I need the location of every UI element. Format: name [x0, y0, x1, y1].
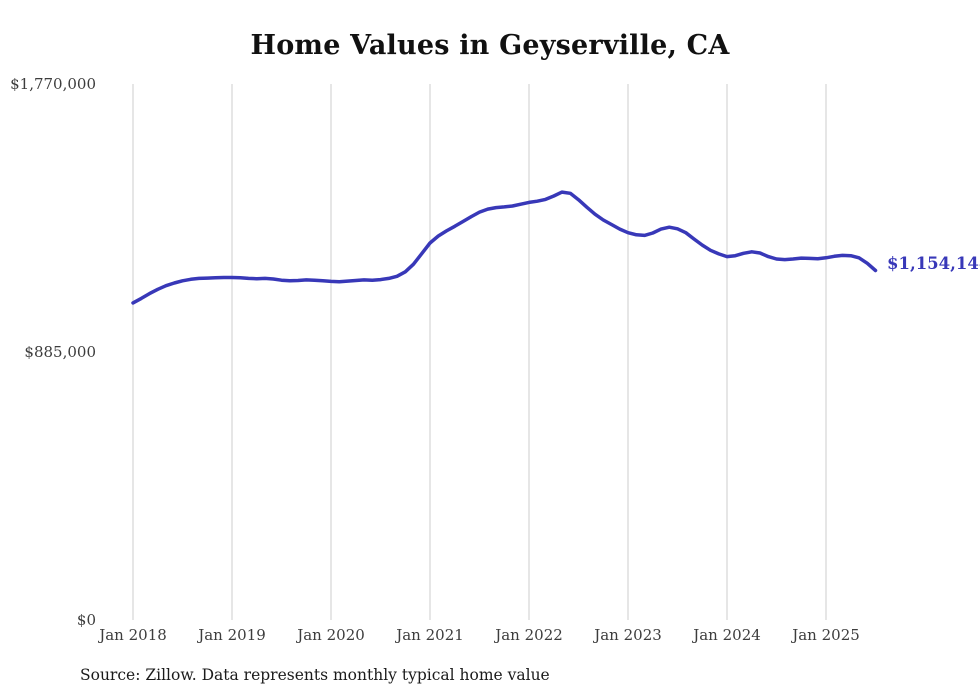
x-tick-label: Jan 2021	[394, 626, 464, 644]
x-tick-label: Jan 2023	[592, 626, 662, 644]
y-tick-label: $0	[77, 611, 96, 629]
x-tick-label: Jan 2018	[97, 626, 167, 644]
x-tick-label: Jan 2024	[691, 626, 761, 644]
source-note: Source: Zillow. Data represents monthly …	[80, 666, 550, 684]
x-tick-label: Jan 2022	[493, 626, 563, 644]
latest-value-label: $1,154,148	[887, 254, 980, 273]
chart-title: Home Values in Geyserville, CA	[250, 30, 730, 61]
x-tick-label: Jan 2025	[790, 626, 860, 644]
y-tick-label: $1,770,000	[10, 75, 96, 93]
x-tick-label: Jan 2019	[196, 626, 266, 644]
value-line	[131, 190, 878, 305]
x-tick-label: Jan 2020	[295, 626, 365, 644]
y-tick-label: $885,000	[24, 343, 96, 361]
